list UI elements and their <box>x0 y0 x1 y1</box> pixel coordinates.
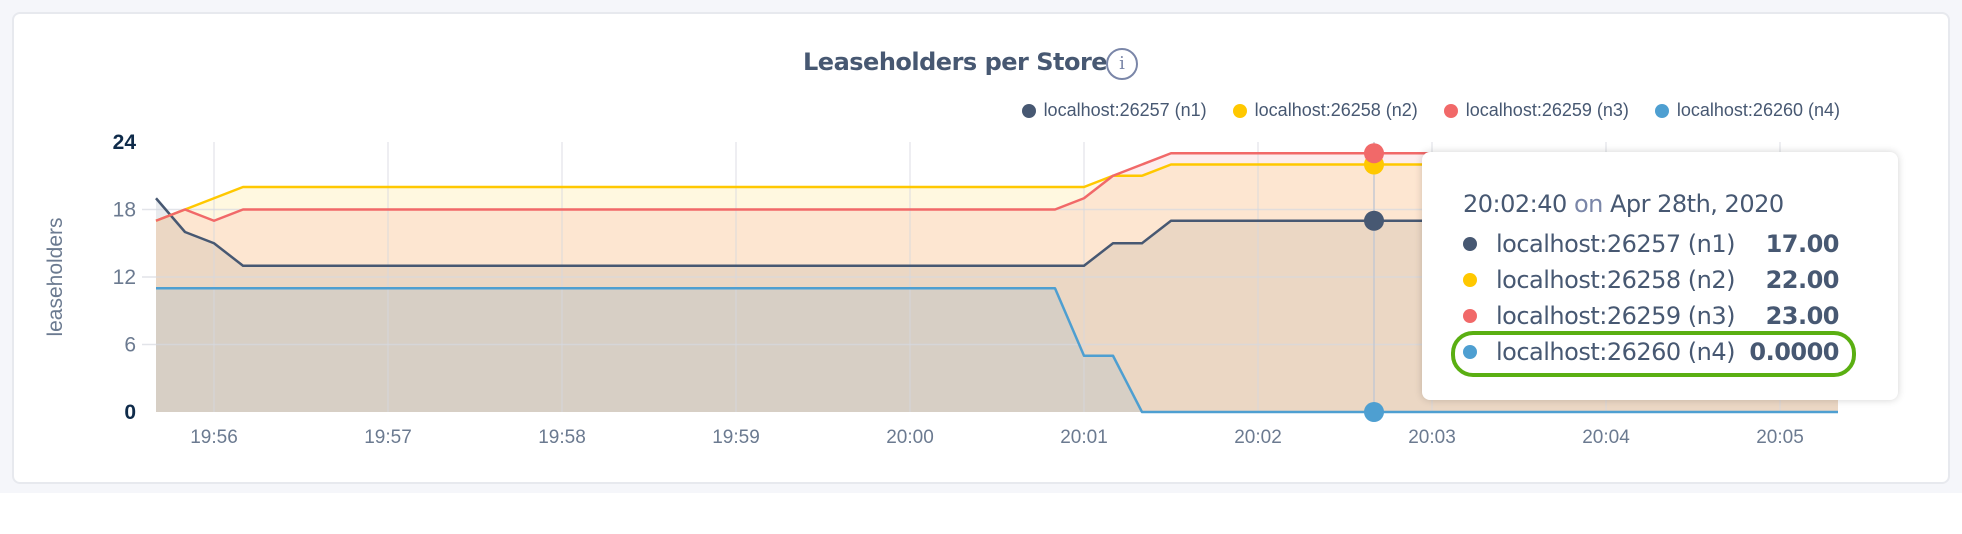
series-line-4 <box>156 287 1838 414</box>
tooltip-row-label: localhost:26257 (n1) <box>1496 230 1736 258</box>
legend-item-n1[interactable]: localhost:26257 (n1) <box>1021 100 1207 121</box>
hover-point-3 <box>1364 143 1384 164</box>
tooltip-row-n4: localhost:26260 (n4) 0.0000 <box>1463 335 1839 369</box>
series-area-4 <box>156 288 1838 412</box>
x-tick-label: 19:57 <box>364 427 412 448</box>
legend-label: localhost:26258 (n2) <box>1254 100 1418 120</box>
x-tick-label: 20:02 <box>1234 427 1282 448</box>
y-axis-label: leaseholders <box>44 217 67 336</box>
series-line-2 <box>155 163 1838 222</box>
tooltip-row-n2: localhost:26258 (n2) 22.00 <box>1463 263 1840 297</box>
tooltip-time: 20:02:40 <box>1463 190 1567 218</box>
x-tick-label: 20:00 <box>886 427 934 448</box>
series-area-1 <box>156 198 1838 412</box>
legend-dot-icon <box>1654 103 1669 118</box>
tooltip-row-label: localhost:26259 (n3) <box>1496 302 1736 330</box>
y-tick-label: 0 <box>124 401 136 424</box>
chart-title: Leaseholders per Store <box>803 48 1108 76</box>
series-dot-icon <box>1463 273 1477 287</box>
x-tick-label: 19:59 <box>712 427 760 448</box>
chart-legend: localhost:26257 (n1) localhost:26258 (n2… <box>1021 100 1840 121</box>
legend-dot-icon <box>1021 103 1036 118</box>
series-line-1 <box>155 197 1838 267</box>
hover-point-4 <box>1364 402 1384 422</box>
highlight-annotation <box>1451 331 1856 377</box>
tooltip-row-n3: localhost:26259 (n3) 23.00 <box>1463 299 1840 333</box>
y-tick-label: 12 <box>113 266 136 289</box>
info-circle-icon[interactable]: i <box>1106 48 1138 80</box>
x-tick-label: 20:05 <box>1756 427 1804 448</box>
series-area-3 <box>156 153 1838 412</box>
legend-dot-icon <box>1232 103 1247 118</box>
legend-item-n3[interactable]: localhost:26259 (n3) <box>1443 100 1629 121</box>
hover-tooltip: 20:02:40 on Apr 28th, 2020 localhost:262… <box>1422 152 1898 400</box>
legend-item-n4[interactable]: localhost:26260 (n4) <box>1654 100 1840 121</box>
tooltip-row-value: 17.00 <box>1765 230 1840 258</box>
legend-label: localhost:26257 (n1) <box>1043 100 1207 120</box>
x-tick-label: 19:56 <box>190 427 238 448</box>
y-tick-label: 6 <box>124 334 136 357</box>
y-tick-label: 24 <box>113 131 137 154</box>
series-dot-icon <box>1463 309 1477 323</box>
tooltip-row-n1: localhost:26257 (n1) 17.00 <box>1463 227 1840 261</box>
x-tick-label: 20:03 <box>1408 427 1456 448</box>
tooltip-row-value: 23.00 <box>1765 302 1840 330</box>
legend-label: localhost:26259 (n3) <box>1465 100 1629 120</box>
tooltip-row-value: 0.0000 <box>1749 338 1839 366</box>
series-line-3 <box>155 152 1838 222</box>
x-tick-label: 19:58 <box>538 427 586 448</box>
legend-item-n2[interactable]: localhost:26258 (n2) <box>1232 100 1418 121</box>
legend-dot-icon <box>1443 103 1458 118</box>
tooltip-date: Apr 28th, 2020 <box>1609 190 1784 218</box>
legend-label: localhost:26260 (n4) <box>1676 100 1840 120</box>
tooltip-row-label: localhost:26260 (n4) <box>1496 338 1736 366</box>
y-tick-label: 18 <box>113 199 136 222</box>
x-tick-label: 20:01 <box>1060 427 1108 448</box>
x-tick-label: 20:04 <box>1582 427 1630 448</box>
tooltip-row-value: 22.00 <box>1765 266 1840 294</box>
series-dot-icon <box>1463 237 1477 251</box>
tooltip-header: 20:02:40 on Apr 28th, 2020 <box>1463 190 1784 218</box>
tooltip-on: on <box>1573 190 1603 218</box>
hover-point-1 <box>1364 210 1384 231</box>
tooltip-row-label: localhost:26258 (n2) <box>1496 266 1736 294</box>
